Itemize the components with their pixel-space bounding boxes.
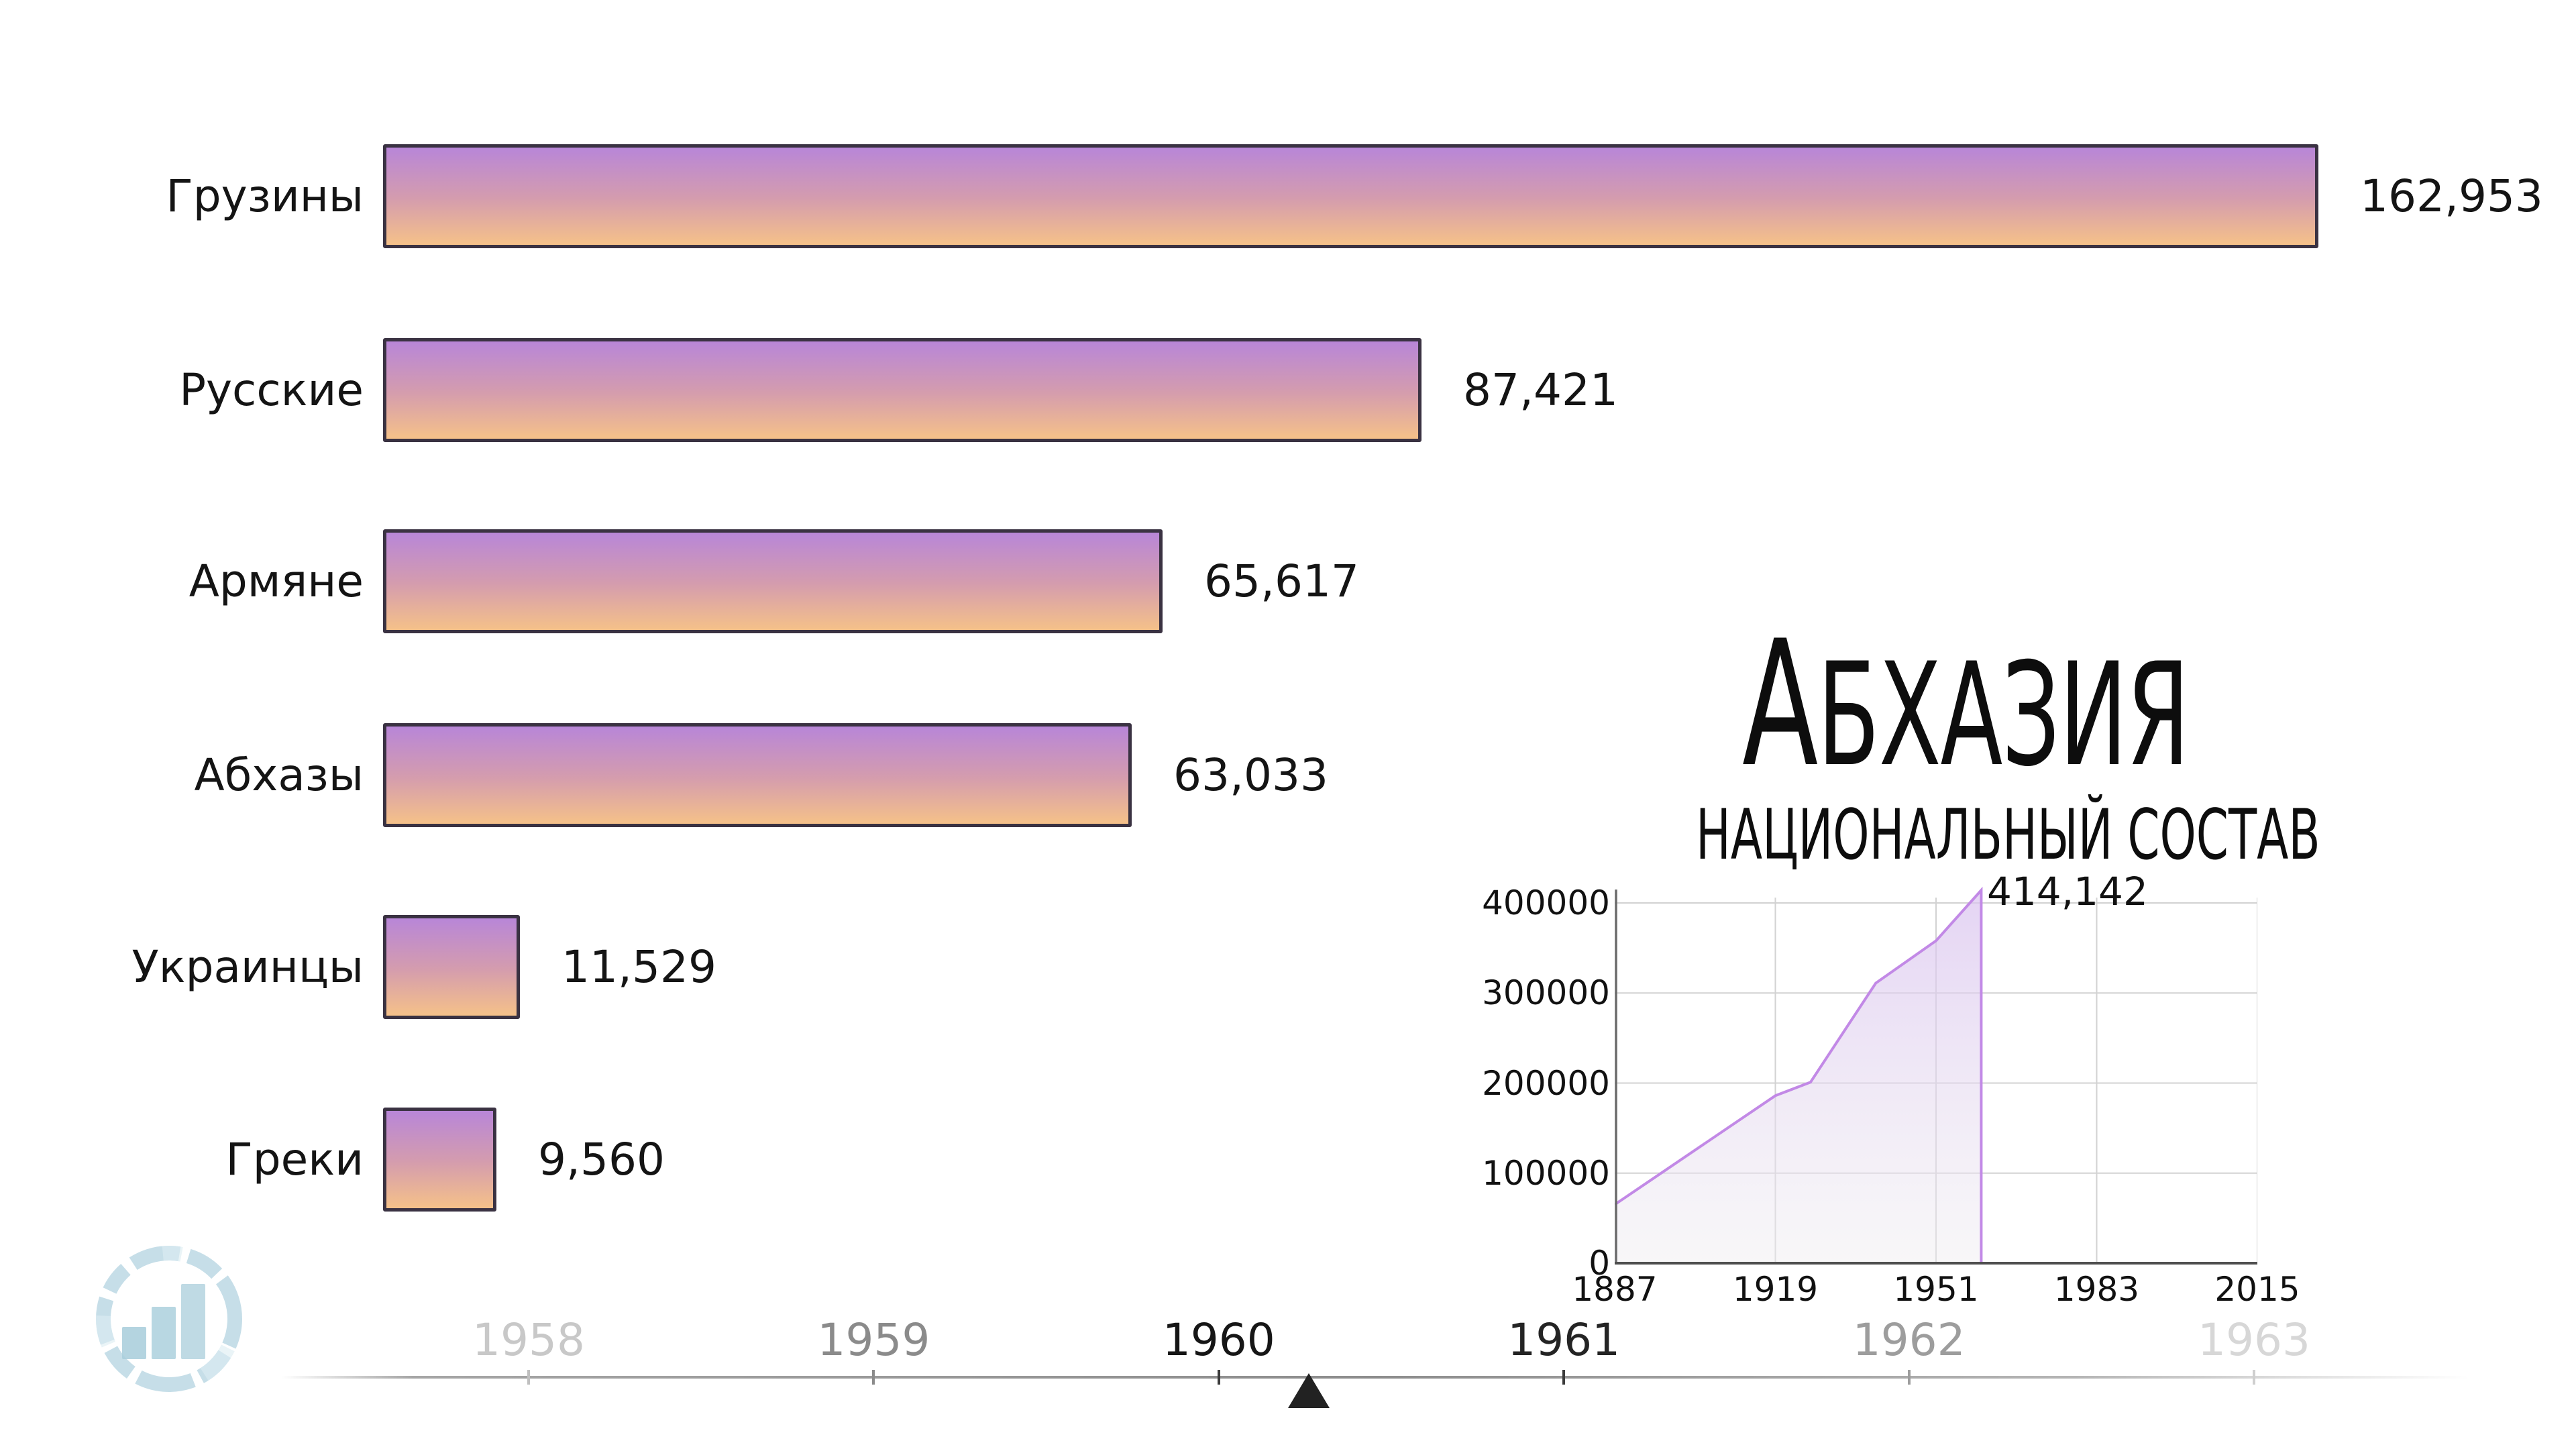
bar (383, 723, 1132, 827)
timeline-year-label: 1958 (472, 1314, 585, 1366)
bar-chart-circle-logo-icon (96, 1246, 242, 1392)
timeline-tick (872, 1370, 875, 1385)
timeline-year-label: 1959 (817, 1314, 930, 1366)
timeline-tick (1907, 1370, 1911, 1385)
y-axis-tick-label: 200000 (1482, 1063, 1610, 1103)
bar-value-label: 11,529 (561, 941, 716, 993)
bar-value-label: 87,421 (1463, 364, 1618, 416)
timeline-year-label: 1963 (2198, 1314, 2310, 1366)
bar-value-label: 63,033 (1173, 749, 1328, 801)
page-subtitle: НАЦИОНАЛЬНЫЙ СОСТАВ (1696, 795, 2320, 875)
bar-category-label: Украинцы (131, 941, 364, 993)
bar-category-label: Грузины (166, 170, 364, 222)
timeline-tick (1562, 1370, 1566, 1385)
x-axis-tick-label: 1919 (1732, 1270, 1819, 1309)
y-axis-tick-label: 300000 (1482, 973, 1610, 1013)
bar (383, 144, 2318, 248)
bar-category-label: Русские (179, 364, 364, 416)
timeline-axis-line (282, 1376, 2469, 1379)
timeline-tick (527, 1370, 530, 1385)
area-fill (1615, 890, 1982, 1263)
y-axis-tick-label: 400000 (1482, 883, 1610, 922)
bar-category-label: Армяне (189, 555, 364, 607)
bar (383, 529, 1163, 633)
timeline-year-label: 1960 (1162, 1314, 1275, 1366)
bar-value-label: 162,953 (2360, 170, 2543, 222)
x-axis-tick-label: 1951 (1893, 1270, 1979, 1309)
y-axis-tick-label: 100000 (1482, 1153, 1610, 1193)
bar-category-label: Абхазы (194, 749, 364, 801)
inset-area-chart-svg (1613, 886, 2258, 1265)
x-axis-tick-label: 1983 (2053, 1270, 2140, 1309)
bar (383, 1108, 496, 1212)
bar-row: Армяне 65,617 (0, 529, 2576, 633)
timeline-marker-triangle-icon (1287, 1373, 1330, 1408)
timeline-tick (2253, 1370, 2255, 1385)
bar-value-label: 9,560 (538, 1134, 665, 1185)
bar-row: Украинцы 11,529 (0, 915, 2576, 1019)
bar-row: Русские 87,421 (0, 338, 2576, 442)
title-block: Абхазия НАЦИОНАЛЬНЫЙ СОСТАВ (1563, 603, 2368, 875)
x-axis-tick-label: 1887 (1572, 1270, 1658, 1309)
bar-value-label: 65,617 (1204, 555, 1359, 607)
bar-row: Грузины 162,953 (0, 144, 2576, 248)
x-axis-tick-label: 2015 (2214, 1270, 2300, 1309)
inset-area-chart (1613, 883, 2258, 1265)
bar-row: Греки 9,560 (0, 1108, 2576, 1212)
timeline-year-label: 1962 (1852, 1314, 1966, 1366)
timeline-tick (1217, 1370, 1220, 1385)
y-axis-tick-label: 0 (1589, 1244, 1610, 1283)
peak-value-label: 414,142 (1987, 869, 2148, 914)
area-line (1613, 886, 1983, 1263)
bar (383, 915, 520, 1019)
bar-row: Абхазы 63,033 (0, 723, 2576, 827)
bar-category-label: Греки (225, 1134, 364, 1185)
bar (383, 338, 1421, 442)
timeline-year-label: 1961 (1507, 1314, 1621, 1366)
page-title: Абхазия (1742, 603, 2190, 805)
